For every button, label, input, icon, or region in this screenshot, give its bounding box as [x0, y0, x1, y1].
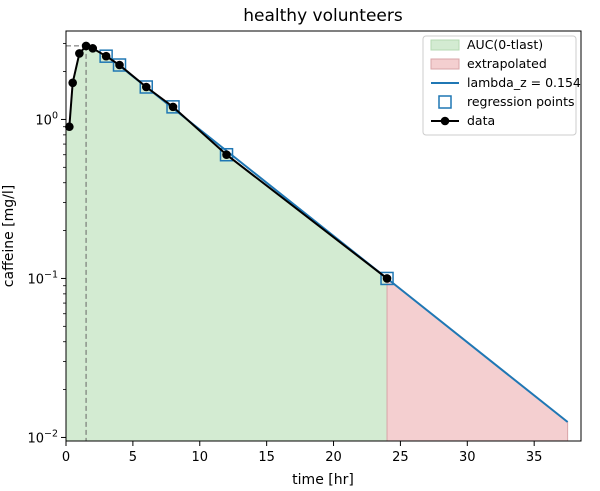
data-point	[75, 49, 84, 58]
legend-data-marker	[440, 116, 450, 126]
chart-title: healthy volunteers	[243, 6, 403, 26]
legend-regression-swatch	[438, 95, 452, 109]
y-tick-exponent: −1	[44, 269, 58, 280]
data-point	[222, 150, 231, 160]
legend-extrap-swatch	[430, 58, 460, 70]
data-point	[141, 82, 151, 92]
x-tick-label: 30	[459, 450, 476, 465]
regression-point	[99, 49, 113, 63]
legend-label-regression: regression points	[467, 94, 574, 109]
data-point	[68, 78, 77, 88]
regression-point	[166, 100, 180, 114]
data-point	[115, 60, 124, 70]
y-axis-label: caffeine [mg/l]	[1, 185, 17, 287]
x-axis-label: time [hr]	[292, 472, 354, 488]
data-point	[382, 274, 392, 283]
data-point	[88, 44, 98, 53]
y-tick-label: 10−2	[27, 428, 58, 446]
extrapolated-area	[386, 277, 569, 442]
regression-point	[219, 147, 234, 162]
legend: AUC(0-tlast) extrapolated lambda_z = 0.154…	[422, 35, 581, 136]
legend-label-data: data	[467, 113, 495, 128]
plot-area	[65, 41, 569, 442]
y-tick-exponent: −2	[44, 428, 58, 439]
x-tick-label: 5	[129, 450, 137, 465]
regression-point	[112, 58, 127, 72]
legend-label-auc: AUC(0-tlast)	[467, 37, 543, 52]
x-tick-label: 0	[62, 450, 70, 465]
x-tick-label: 20	[325, 450, 342, 465]
regression-point	[139, 80, 154, 94]
legend-label-extrap: extrapolated	[467, 56, 547, 71]
y-axis: 10−2 10−1 100	[27, 43, 66, 446]
y-tick-label: 10−1	[27, 269, 58, 287]
data-point	[168, 102, 178, 112]
legend-auc-swatch	[430, 39, 460, 51]
y-tick-exponent: 0	[52, 110, 58, 121]
x-tick-label: 35	[526, 450, 543, 465]
legend-box	[422, 35, 577, 136]
x-tick-label: 15	[258, 450, 275, 465]
data-point	[81, 41, 91, 51]
axes-frame	[65, 30, 582, 442]
x-tick-label: 25	[392, 450, 409, 465]
data-point	[101, 51, 111, 61]
auc-area	[65, 45, 388, 442]
legend-label-lambda: lambda_z = 0.154	[467, 75, 581, 90]
data-point	[65, 122, 74, 132]
x-axis: 0 5 10 15 20 25 30 35	[62, 441, 543, 465]
x-tick-label: 10	[191, 450, 208, 465]
regression-point	[380, 271, 394, 286]
y-tick-label: 100	[35, 110, 58, 128]
